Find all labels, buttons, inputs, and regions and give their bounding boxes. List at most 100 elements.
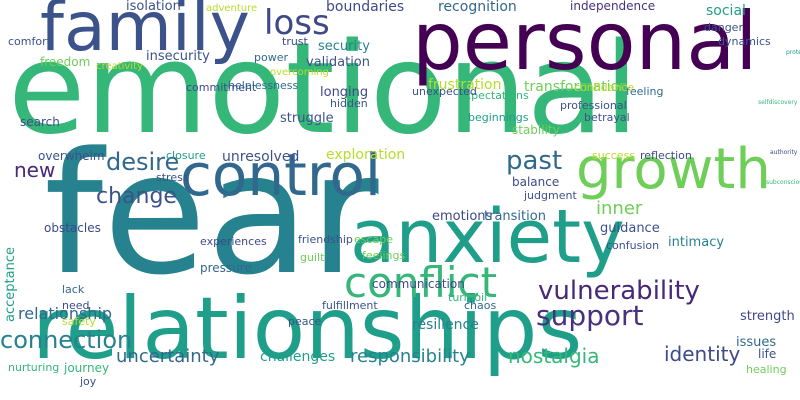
cloud-word: judgment [524,189,577,202]
cloud-word: uncertainty [116,346,220,367]
cloud-word: past [506,146,563,176]
cloud-word: unexpected [412,85,477,98]
cloud-word: unresolved [222,149,300,165]
cloud-word: loss [264,3,330,43]
cloud-word: feeling [626,85,664,98]
cloud-word: personal [412,0,758,88]
cloud-word: closure [166,149,206,162]
cloud-word: social [706,3,746,19]
cloud-word: transition [484,209,546,224]
cloud-word: safety [62,315,96,328]
cloud-word: overcoming [270,67,329,78]
cloud-word: emotional [8,15,639,162]
cloud-word: lack [62,283,85,296]
cloud-word: guidance [600,221,660,236]
cloud-word: family [40,0,250,67]
cloud-word: freedom [40,55,91,69]
cloud-word: confidence [574,81,635,94]
cloud-word: security [318,39,370,54]
cloud-word: frustration [428,77,502,93]
cloud-word: feelings [362,249,406,262]
cloud-word: trust [282,35,308,48]
cloud-word: exploration [326,147,406,163]
cloud-word: connection [0,326,133,354]
cloud-word: growth [576,137,771,202]
cloud-word: need [62,299,90,312]
cloud-word: protection [786,49,800,56]
cloud-word: success [592,149,636,162]
cloud-word: isolation [126,0,181,14]
cloud-word: adventure [206,3,258,14]
cloud-word: expectations [458,89,529,102]
cloud-word: acceptance [3,247,18,322]
cloud-word: nurturing [8,361,60,374]
cloud-word: guilt [300,251,325,264]
cloud-word: relationship [18,304,113,323]
cloud-word: power [254,51,288,64]
cloud-word: inner [596,198,643,219]
cloud-word: escape [354,233,394,246]
cloud-word: transformation [524,79,629,95]
cloud-word: anxiety [350,194,625,280]
cloud-word: intimacy [668,235,725,250]
cloud-word: betrayal [584,111,630,124]
cloud-word: recognition [438,0,517,15]
cloud-word: balance [512,175,560,189]
cloud-word: communication [372,277,465,291]
cloud-word: issues [736,335,777,350]
cloud-word: chaos [464,299,497,312]
cloud-word: selfdiscovery [758,99,798,106]
cloud-word: insecurity [146,49,210,64]
cloud-word: overwhelm [38,149,105,163]
cloud-word: reflection [640,149,692,162]
cloud-word: creativity [96,61,143,72]
cloud-word: pressure [200,261,252,275]
cloud-word: journey [64,361,110,375]
cloud-word: obstacles [44,221,101,235]
cloud-word: comfort [8,35,51,48]
cloud-word: subconscious [766,179,800,186]
cloud-word: identity [664,342,741,366]
cloud-word: joy [80,375,97,388]
cloud-word: professional [560,99,627,112]
cloud-word: commitment [186,81,257,94]
cloud-word: stability [512,123,560,137]
cloud-word: vulnerability [538,276,700,306]
cloud-word: emotions [432,209,493,224]
cloud-word: life [758,347,777,361]
cloud-word: control [180,141,382,209]
cloud-word: resilience [412,317,479,333]
cloud-word: longing [320,85,369,100]
cloud-word: conflict [344,258,498,307]
cloud-word: new [14,158,56,182]
cloud-word: stress [156,171,189,184]
cloud-word: turmoil [448,291,488,304]
cloud-word: helplessness [228,79,299,92]
cloud-word: validation [306,55,371,70]
cloud-word: peace [288,315,322,328]
cloud-word: beginnings [468,111,529,124]
cloud-word: confusion [606,239,660,252]
cloud-word: relationships [32,279,583,379]
cloud-word: fear [44,116,379,312]
cloud-word: hidden [330,97,368,110]
cloud-word: support [536,299,644,332]
cloud-word: change [96,184,177,209]
cloud-word: boundaries [326,0,405,15]
cloud-word: desire [106,148,180,176]
cloud-word: dynamics [718,35,771,48]
cloud-word: friendship [298,233,353,246]
cloud-word: authority [770,149,798,156]
cloud-word: strength [740,309,795,324]
cloud-word: responsibility [350,346,470,367]
cloud-word: challenges [260,349,336,365]
cloud-word: search [20,115,60,129]
cloud-word: nostalgia [508,344,600,368]
cloud-word: fulfillment [322,299,378,312]
cloud-word: independence [570,0,656,13]
cloud-word: struggle [280,111,334,126]
cloud-word: experiences [200,235,267,248]
cloud-word: healing [746,363,787,376]
cloud-word: danger [704,21,743,34]
